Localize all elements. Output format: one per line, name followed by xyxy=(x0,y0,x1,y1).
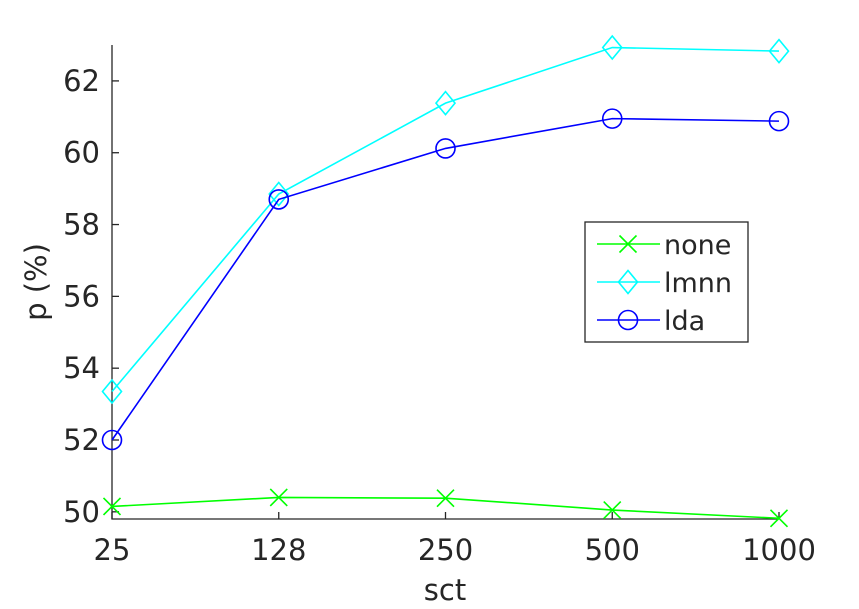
x-tick-label: 128 xyxy=(251,533,306,567)
data-point-lda xyxy=(768,110,790,132)
y-tick-label: 58 xyxy=(63,208,100,242)
legend-label: none xyxy=(664,230,731,261)
x-axis-label: sct xyxy=(424,573,466,607)
series-lda xyxy=(101,108,790,451)
y-tick-label: 60 xyxy=(63,136,100,170)
legend-marker xyxy=(617,309,639,331)
x-tick-label: 250 xyxy=(418,533,473,567)
axis-box-left-bottom xyxy=(111,45,779,520)
legend-marker xyxy=(618,234,638,254)
data-point-lmnn xyxy=(768,38,790,64)
legend-label: lmnn xyxy=(664,268,732,299)
legend-marker xyxy=(617,269,639,295)
y-axis-label: p (%) xyxy=(19,243,53,321)
data-point-lmnn xyxy=(434,90,457,116)
y-tick-label: 62 xyxy=(63,64,100,98)
series-line-lmnn xyxy=(111,46,780,393)
x-tick-label: 25 xyxy=(94,533,131,567)
data-point-lda xyxy=(101,429,123,451)
data-point-none xyxy=(769,509,789,528)
series-line-lda xyxy=(111,117,780,441)
data-point-none xyxy=(603,500,622,520)
y-tick-label: 54 xyxy=(63,351,100,385)
data-point-lda xyxy=(268,189,290,210)
data-point-none xyxy=(436,489,455,508)
legend: none lmnn lda xyxy=(584,221,749,343)
legend-entry-lda: lda xyxy=(597,306,705,337)
data-point-lda xyxy=(435,138,456,159)
data-point-lmnn xyxy=(268,181,290,207)
y-tick-label: 50 xyxy=(63,495,100,529)
legend-entry-none: none xyxy=(597,230,731,261)
series-layer xyxy=(101,34,790,528)
y-axis-ticks: 50 52 54 56 58 60 62 xyxy=(63,64,119,529)
data-point-lda xyxy=(601,108,623,129)
data-point-none xyxy=(102,497,122,516)
y-tick-label: 56 xyxy=(63,279,100,313)
series-lmnn xyxy=(101,34,790,405)
x-tick-label: 1000 xyxy=(742,533,816,567)
legend-entry-lmnn: lmnn xyxy=(597,268,732,299)
x-tick-label: 500 xyxy=(585,533,640,567)
data-point-lmnn xyxy=(601,34,623,61)
legend-label: lda xyxy=(664,306,705,337)
data-point-lmnn xyxy=(101,378,123,405)
series-none xyxy=(102,488,789,528)
data-point-none xyxy=(269,488,288,507)
x-axis-ticks: 25 128 250 500 1000 xyxy=(94,512,816,567)
y-tick-label: 52 xyxy=(63,423,100,457)
